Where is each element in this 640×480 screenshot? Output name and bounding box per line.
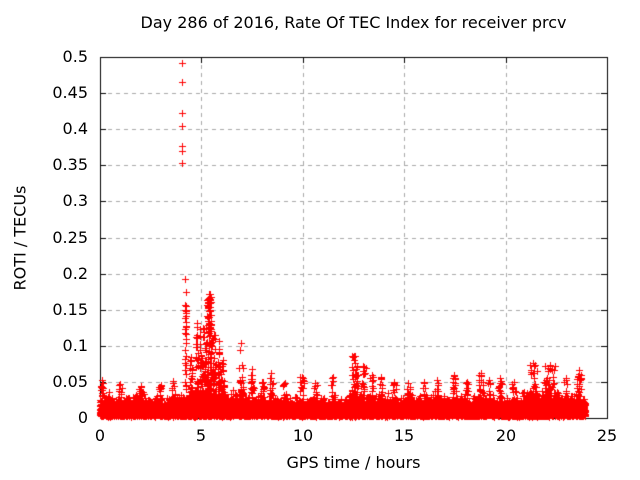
y-tick-label: 0.4 (62, 119, 88, 138)
y-tick-label: 0.1 (62, 336, 88, 355)
x-tick-label: 0 (94, 426, 106, 445)
y-tick-label: 0.2 (62, 264, 88, 283)
y-tick-label: 0.5 (62, 47, 88, 66)
x-tick-label: 20 (495, 426, 517, 445)
y-tick-label: 0.35 (52, 155, 88, 174)
y-tick-label: 0.05 (52, 372, 88, 391)
y-tick-label: 0.3 (62, 191, 88, 210)
x-axis-title: GPS time / hours (286, 453, 421, 472)
y-tick-label: 0.25 (52, 228, 88, 247)
y-tick-label: 0 (77, 408, 88, 427)
x-tick-label: 10 (292, 426, 314, 445)
x-tick-label: 5 (195, 426, 207, 445)
y-tick-label: 0.15 (52, 300, 88, 319)
x-tick-label: 15 (393, 426, 415, 445)
x-tick-label: 25 (596, 426, 618, 445)
y-axis-title: ROTI / TECUs (10, 185, 30, 291)
chart-title: Day 286 of 2016, Rate Of TEC Index for r… (140, 13, 567, 32)
y-tick-label: 0.45 (52, 83, 88, 102)
